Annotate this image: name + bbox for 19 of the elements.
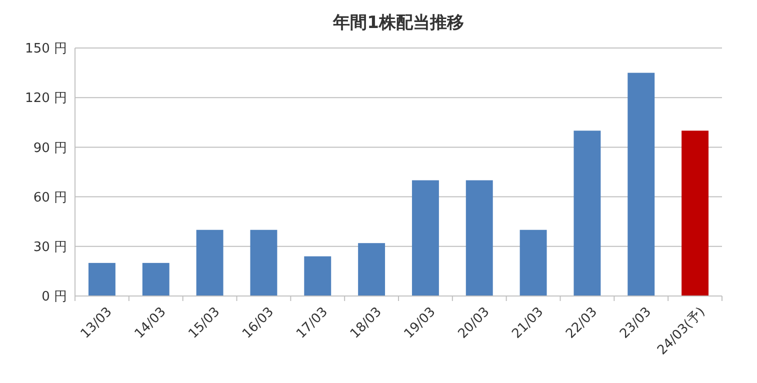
bar [628, 72, 655, 296]
bar [304, 256, 332, 296]
bar [682, 130, 709, 296]
y-tick-label: 150 円 [25, 42, 67, 57]
chart-title: 年間1株配当推移 [332, 13, 464, 33]
y-tick-label: 30 円 [33, 240, 67, 255]
bar [466, 180, 493, 296]
y-tick-label: 60 円 [33, 190, 67, 206]
bar [520, 230, 547, 296]
bar [250, 230, 278, 296]
y-tick-label: 0 円 [42, 290, 67, 305]
bar [358, 243, 386, 296]
bar [142, 262, 170, 296]
y-tick-label: 90 円 [33, 140, 67, 156]
bar [574, 130, 601, 296]
bar [196, 230, 224, 296]
bar [88, 262, 116, 296]
y-tick-label: 120 円 [25, 91, 67, 106]
bar [412, 180, 439, 296]
